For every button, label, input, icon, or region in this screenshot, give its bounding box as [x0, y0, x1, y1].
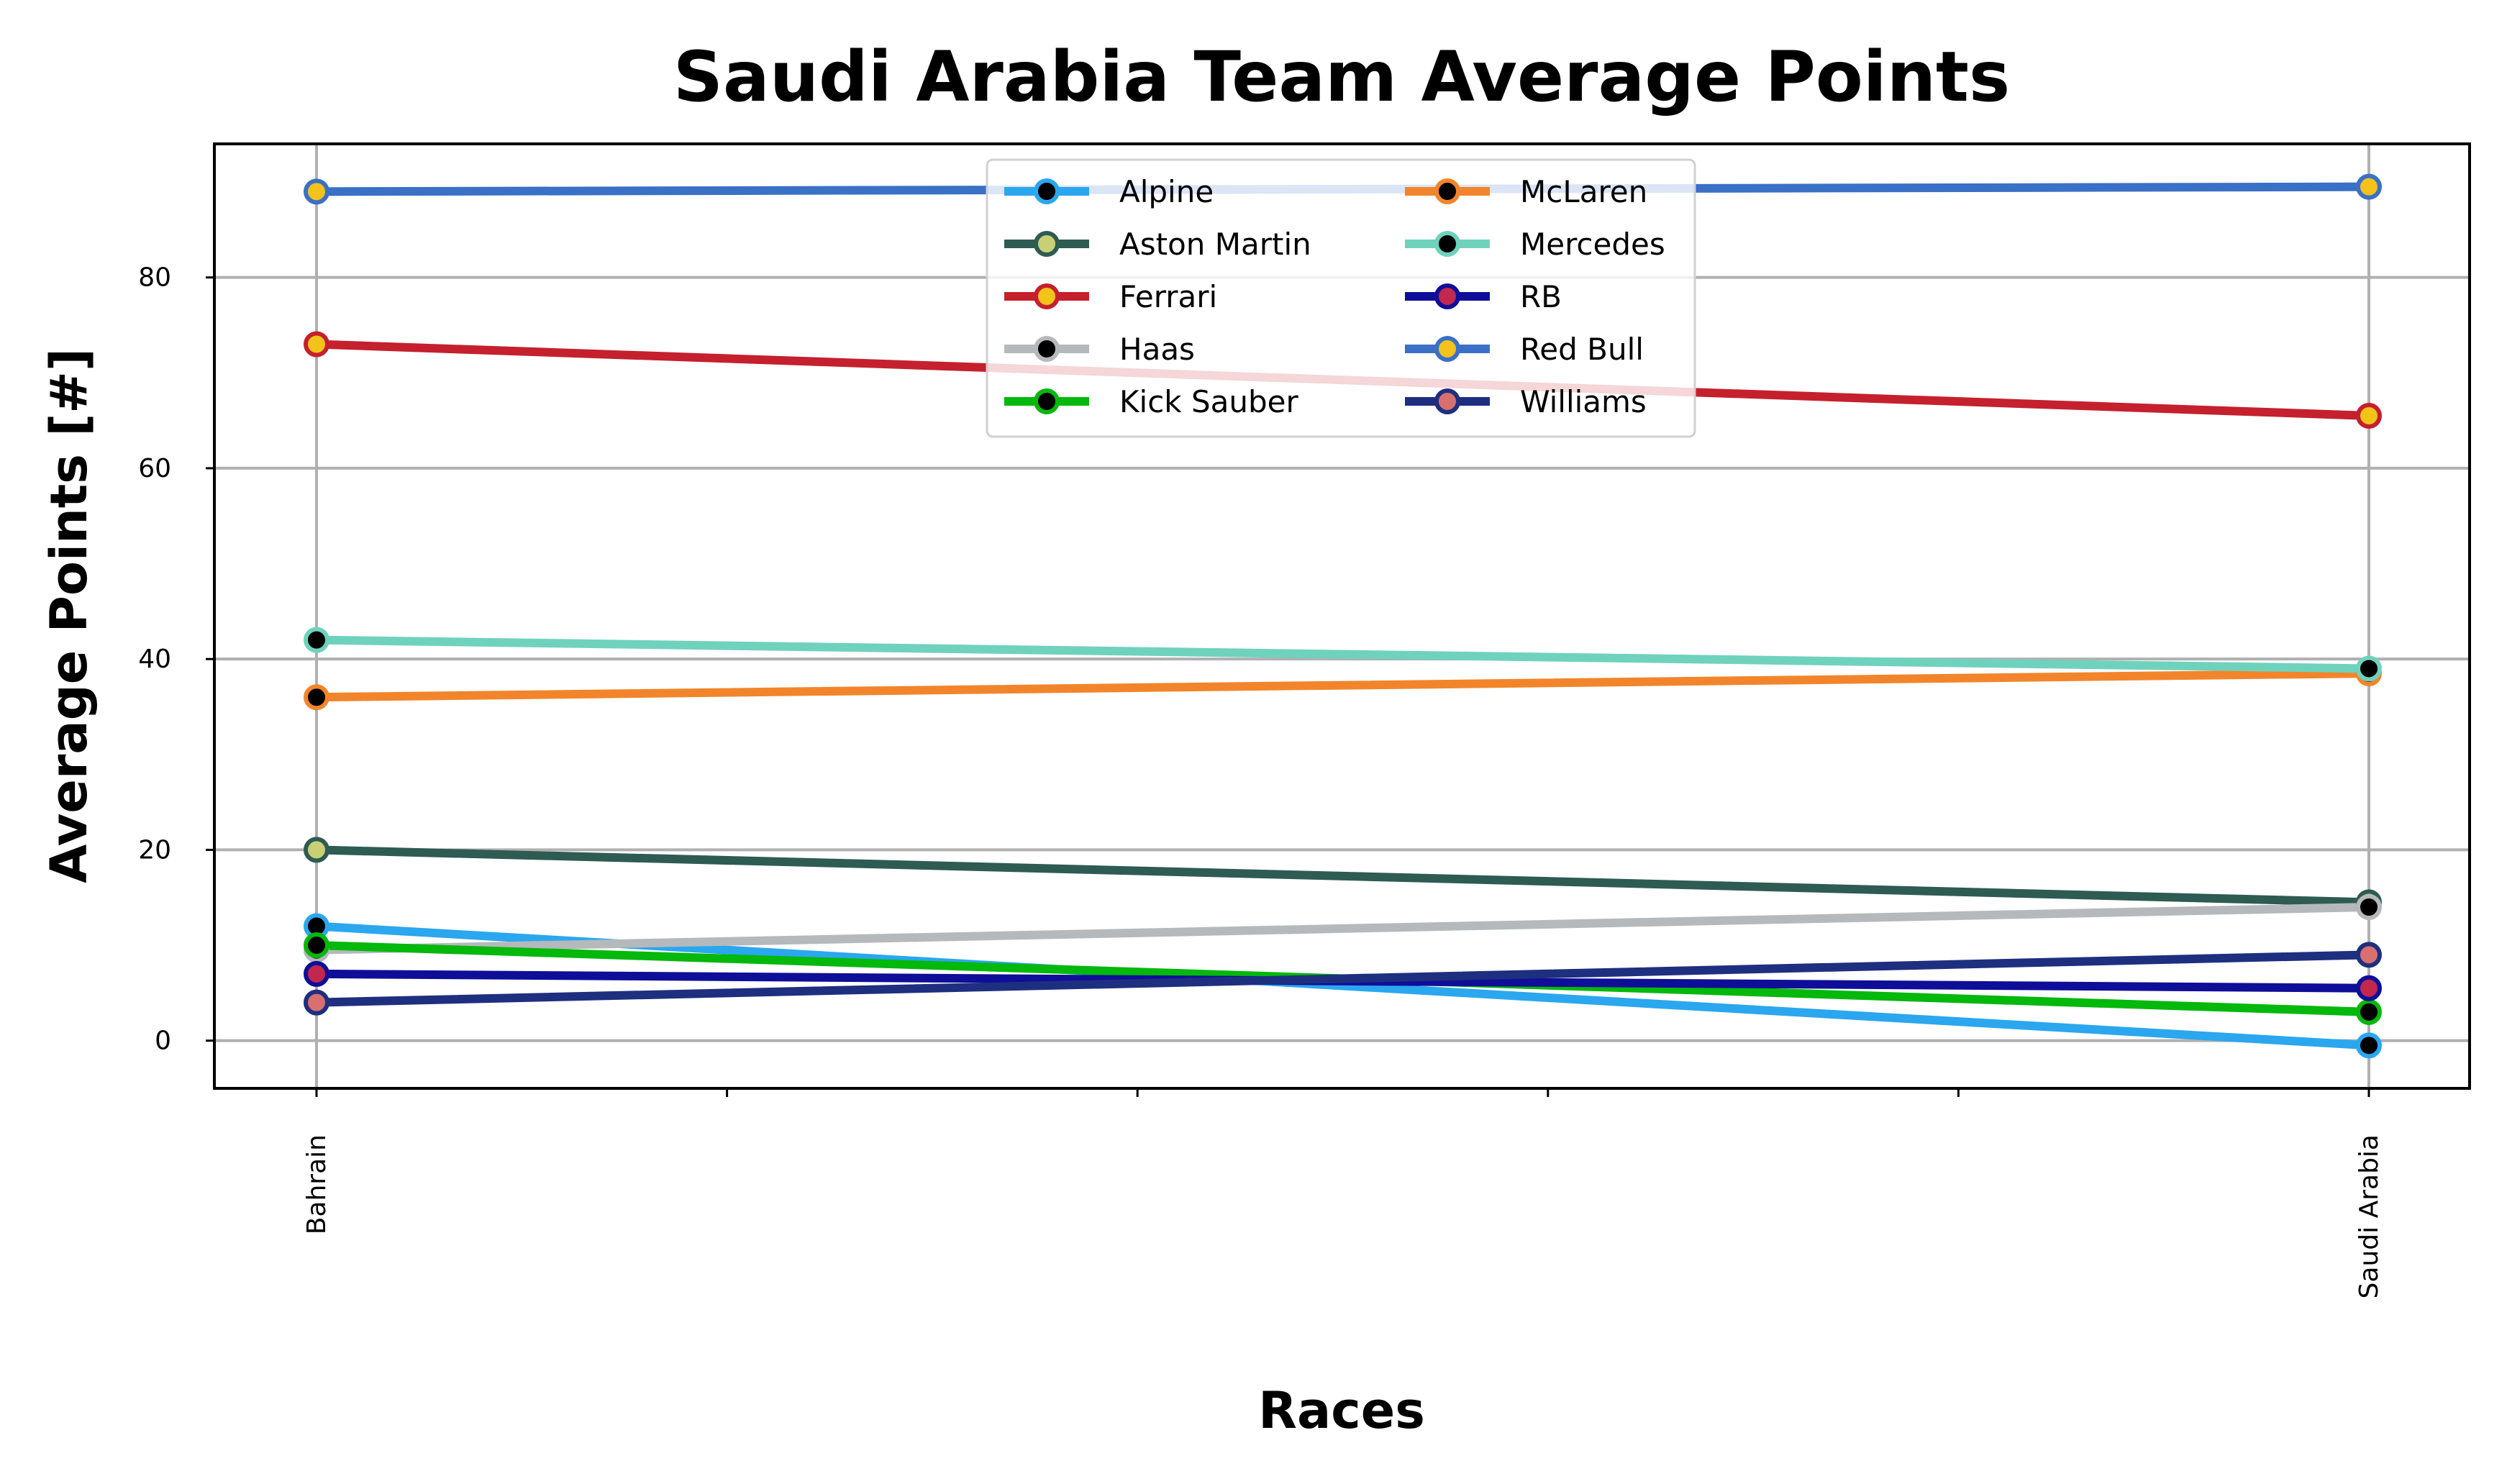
series-line	[312, 635, 2373, 673]
y-tick-label: 60	[138, 454, 171, 483]
legend-label: Williams	[1520, 384, 1647, 419]
data-point	[2356, 402, 2382, 429]
data-point	[304, 960, 329, 987]
data-point	[304, 989, 329, 1016]
y-tick-label: 40	[138, 645, 171, 674]
y-axis-label: Average Points [#]	[40, 348, 99, 883]
y-tick-label: 0	[155, 1026, 171, 1056]
legend-marker	[1434, 283, 1460, 309]
legend-label: McLaren	[1520, 174, 1647, 209]
legend-box	[986, 158, 1696, 438]
y-tick-label: 80	[138, 263, 171, 293]
legend-label: Haas	[1119, 332, 1195, 367]
y-axis-ticks: 0 20 40 60 80	[138, 263, 214, 1056]
data-point	[304, 932, 329, 959]
series-line	[312, 950, 2373, 1007]
series-markers	[304, 173, 2382, 1059]
data-point	[304, 684, 329, 711]
series-line	[312, 903, 2373, 955]
data-point	[304, 627, 329, 653]
legend-label: Kick Sauber	[1119, 384, 1298, 419]
plot-frame	[213, 142, 2471, 1090]
x-tick-label: Saudi Arabia	[2354, 1134, 2384, 1298]
data-point	[2356, 942, 2382, 968]
series-line	[312, 669, 2373, 702]
legend-marker	[1434, 336, 1460, 362]
data-point	[304, 178, 329, 205]
legend-marker	[1434, 388, 1460, 414]
x-tick-label: Bahrain	[302, 1134, 332, 1234]
series-lines	[312, 182, 2373, 1050]
legend-label: Aston Martin	[1119, 227, 1311, 262]
series-line	[312, 845, 2373, 907]
legend-label: Alpine	[1119, 174, 1214, 209]
data-point	[304, 837, 329, 863]
data-point	[2356, 975, 2382, 1001]
x-axis-label: Races	[1258, 1381, 1425, 1440]
data-point	[2356, 1032, 2382, 1059]
legend-marker	[1034, 178, 1060, 204]
legend: Alpine Aston Martin Ferrari Haas Kick Sauber…	[986, 158, 1696, 438]
legend-marker	[1034, 336, 1060, 362]
y-tick-label: 20	[138, 835, 171, 865]
legend-marker	[1034, 388, 1060, 414]
data-point	[304, 331, 329, 358]
chart-title: Saudi Arabia Team Average Points	[673, 37, 2010, 117]
data-point	[2356, 173, 2382, 200]
data-point	[2356, 998, 2382, 1025]
legend-label: Mercedes	[1520, 227, 1665, 262]
legend-marker	[1434, 231, 1460, 257]
x-axis-ticks: Bahrain Saudi Arabia	[302, 1088, 2384, 1298]
legend-label: Ferrari	[1119, 279, 1217, 314]
legend-label: RB	[1520, 279, 1562, 314]
legend-label: Red Bull	[1520, 332, 1644, 367]
data-point	[2356, 894, 2382, 921]
legend-marker	[1034, 231, 1060, 257]
legend-marker	[1034, 283, 1060, 309]
data-point	[2356, 655, 2382, 682]
legend-marker	[1434, 178, 1460, 204]
